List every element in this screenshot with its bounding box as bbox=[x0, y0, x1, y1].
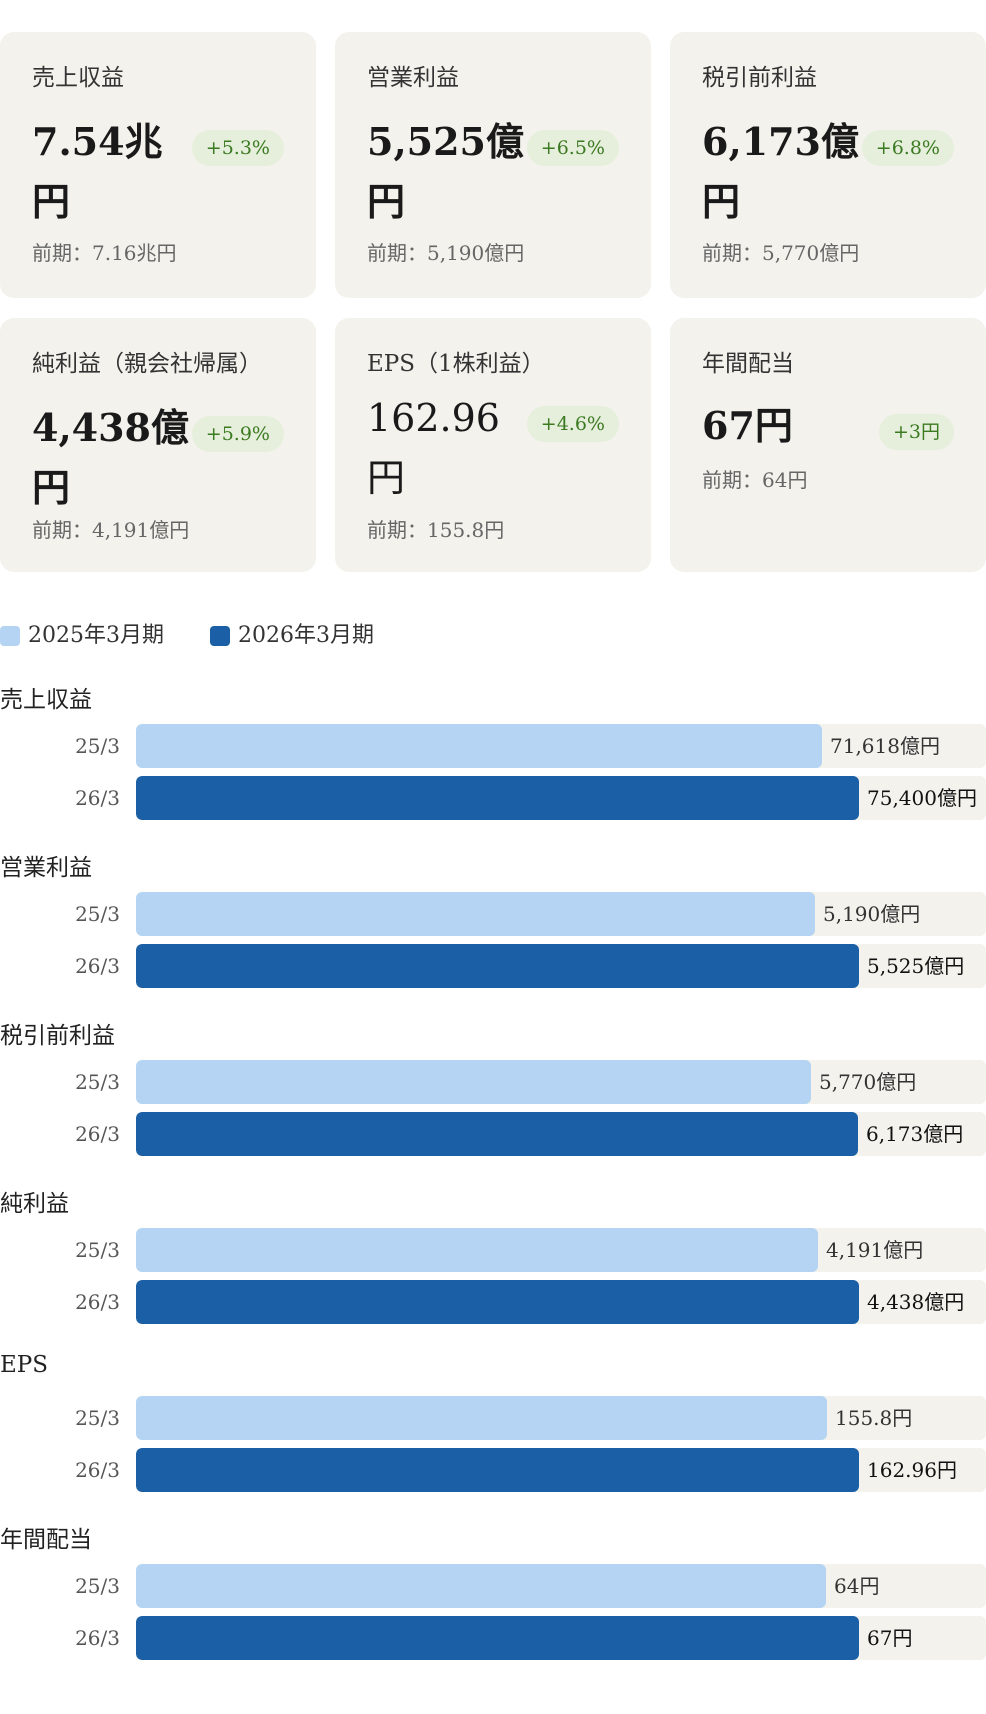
metric-title: 売上収益 bbox=[0, 687, 92, 713]
bar-value-label: 64円 bbox=[834, 1574, 880, 1598]
kpi-label: 売上収益 bbox=[32, 65, 124, 91]
bar-value-label: 6,173億円 bbox=[866, 1122, 964, 1146]
bar-track: 4,438億円 bbox=[136, 1280, 986, 1324]
bar-row-label: 25/3 bbox=[75, 1406, 120, 1430]
bar-value-label: 155.8円 bbox=[835, 1406, 913, 1430]
bar-track: 155.8円 bbox=[136, 1396, 986, 1440]
kpi-value: 6,173億円 bbox=[702, 119, 859, 224]
bar-2025 bbox=[136, 1228, 818, 1272]
kpi-delta-badge: +5.9% bbox=[191, 416, 284, 452]
kpi-card-revenue: 売上収益 7.54兆円 +5.3% 前期：7.16兆円 bbox=[0, 32, 316, 298]
bar-2026 bbox=[136, 776, 859, 820]
bar-track: 5,525億円 bbox=[136, 944, 986, 988]
kpi-value: 67円 bbox=[702, 403, 793, 448]
bar-row-label: 26/3 bbox=[75, 786, 120, 810]
bar-row-label: 25/3 bbox=[75, 1238, 120, 1262]
bar-2026 bbox=[136, 1616, 859, 1660]
bar-track: 67円 bbox=[136, 1616, 986, 1660]
kpi-previous: 前期：4,191億円 bbox=[32, 518, 190, 542]
kpi-previous: 前期：7.16兆円 bbox=[32, 241, 177, 265]
bar-track: 5,770億円 bbox=[136, 1060, 986, 1104]
kpi-delta-badge: +6.8% bbox=[861, 130, 954, 166]
kpi-card-eps: EPS（1株利益） 162.96円 +4.6% 前期：155.8円 bbox=[335, 318, 651, 572]
kpi-previous: 前期：155.8円 bbox=[367, 518, 505, 542]
bar-track: 71,618億円 bbox=[136, 724, 986, 768]
kpi-value: 5,525億円 bbox=[367, 119, 524, 224]
bar-2025 bbox=[136, 1060, 811, 1104]
bar-2025 bbox=[136, 1396, 827, 1440]
bar-value-label: 162.96円 bbox=[867, 1458, 957, 1482]
legend-swatch-prev bbox=[0, 626, 20, 646]
bar-value-label: 71,618億円 bbox=[830, 734, 940, 758]
kpi-delta-badge: +3円 bbox=[878, 414, 954, 450]
bar-row-label: 25/3 bbox=[75, 1070, 120, 1094]
bar-track: 162.96円 bbox=[136, 1448, 986, 1492]
kpi-label: 純利益（親会社帰属） bbox=[32, 351, 262, 377]
kpi-delta-badge: +6.5% bbox=[526, 130, 619, 166]
kpi-delta-badge: +5.3% bbox=[191, 130, 284, 166]
kpi-card-net-income: 純利益（親会社帰属） 4,438億円 +5.9% 前期：4,191億円 bbox=[0, 318, 316, 572]
bar-row-label: 25/3 bbox=[75, 902, 120, 926]
bar-row-label: 26/3 bbox=[75, 1458, 120, 1482]
bar-track: 75,400億円 bbox=[136, 776, 986, 820]
bar-track: 5,190億円 bbox=[136, 892, 986, 936]
metric-title: 年間配当 bbox=[0, 1527, 92, 1553]
bar-row-label: 26/3 bbox=[75, 1290, 120, 1314]
kpi-label: 税引前利益 bbox=[702, 65, 817, 91]
kpi-value: 162.96円 bbox=[367, 396, 500, 500]
bar-value-label: 75,400億円 bbox=[867, 786, 977, 810]
bar-2025 bbox=[136, 724, 822, 768]
bar-row-label: 26/3 bbox=[75, 1626, 120, 1650]
metric-title: 純利益 bbox=[0, 1191, 69, 1217]
metric-title: 税引前利益 bbox=[0, 1023, 115, 1049]
kpi-card-dividend: 年間配当 67円 +3円 前期：64円 bbox=[670, 318, 986, 572]
bar-value-label: 5,525億円 bbox=[867, 954, 965, 978]
bar-value-label: 4,438億円 bbox=[867, 1290, 965, 1314]
kpi-previous: 前期：5,190億円 bbox=[367, 241, 525, 265]
bar-value-label: 5,770億円 bbox=[819, 1070, 917, 1094]
bar-2025 bbox=[136, 892, 815, 936]
kpi-card-operating-profit: 営業利益 5,525億円 +6.5% 前期：5,190億円 bbox=[335, 32, 651, 298]
bar-2025 bbox=[136, 1564, 826, 1608]
bar-value-label: 5,190億円 bbox=[823, 902, 921, 926]
metric-title: EPS bbox=[0, 1352, 49, 1378]
bar-value-label: 67円 bbox=[867, 1626, 913, 1650]
legend-swatch-cur bbox=[210, 626, 230, 646]
legend-label-prev: 2025年3月期 bbox=[28, 623, 164, 648]
bar-2026 bbox=[136, 1448, 859, 1492]
kpi-card-pretax-profit: 税引前利益 6,173億円 +6.8% 前期：5,770億円 bbox=[670, 32, 986, 298]
bar-row-label: 26/3 bbox=[75, 954, 120, 978]
bar-2026 bbox=[136, 1112, 858, 1156]
kpi-value: 4,438億円 bbox=[32, 405, 189, 510]
bar-value-label: 4,191億円 bbox=[826, 1238, 924, 1262]
bar-row-label: 26/3 bbox=[75, 1122, 120, 1146]
bar-track: 6,173億円 bbox=[136, 1112, 986, 1156]
bar-2026 bbox=[136, 1280, 859, 1324]
kpi-label: EPS（1株利益） bbox=[367, 351, 545, 377]
kpi-label: 営業利益 bbox=[367, 65, 459, 91]
legend-label-cur: 2026年3月期 bbox=[238, 623, 374, 648]
metric-title: 営業利益 bbox=[0, 855, 92, 881]
bar-track: 64円 bbox=[136, 1564, 986, 1608]
bar-2026 bbox=[136, 944, 859, 988]
kpi-delta-badge: +4.6% bbox=[526, 406, 619, 442]
kpi-previous: 前期：5,770億円 bbox=[702, 241, 860, 265]
bar-row-label: 25/3 bbox=[75, 1574, 120, 1598]
kpi-previous: 前期：64円 bbox=[702, 468, 808, 492]
bar-row-label: 25/3 bbox=[75, 734, 120, 758]
kpi-value: 7.54兆円 bbox=[32, 119, 163, 224]
bar-track: 4,191億円 bbox=[136, 1228, 986, 1272]
kpi-label: 年間配当 bbox=[702, 351, 794, 377]
